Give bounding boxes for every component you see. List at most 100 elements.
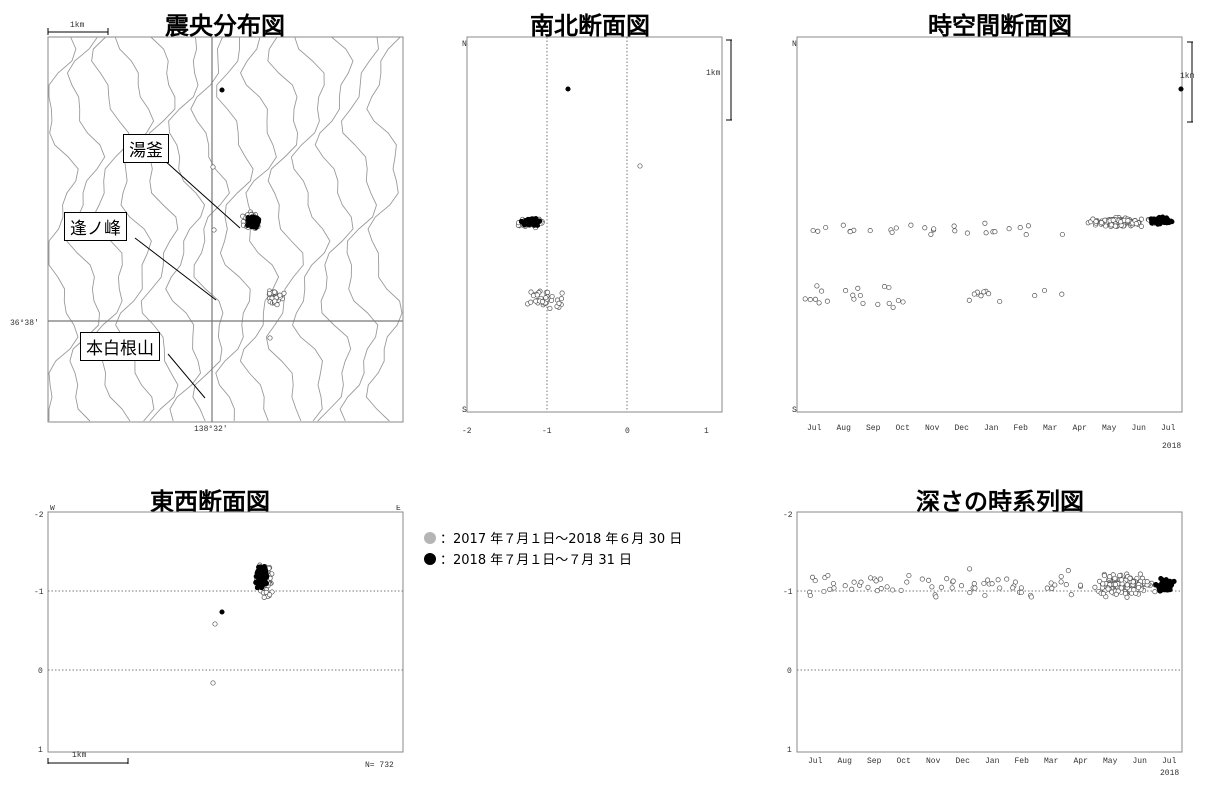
depth-gray — [1058, 573, 1064, 580]
depth-gray — [1118, 577, 1125, 583]
depth-gray — [1124, 582, 1130, 588]
st-gray — [1103, 223, 1109, 229]
depth-gray — [1101, 573, 1107, 579]
ns-gray — [543, 295, 549, 301]
ns-north-label: N — [462, 40, 467, 49]
depth-gray — [1144, 579, 1150, 585]
st-gray — [900, 299, 906, 305]
st-gray — [982, 220, 988, 226]
depth-gray — [865, 584, 871, 590]
depth-gray — [971, 581, 977, 587]
st-year-label: 2018 — [1162, 442, 1181, 451]
ew-tick--2: -2 — [34, 511, 44, 520]
st-month-label: Jul — [1161, 424, 1176, 433]
depth-gray — [1077, 582, 1084, 588]
ns-gray — [549, 293, 555, 300]
st-gray — [815, 228, 821, 234]
depth-gray — [997, 585, 1003, 591]
depth-gray — [849, 586, 855, 592]
depth-gray — [1044, 585, 1050, 591]
depth-month-label: Aug — [838, 757, 853, 766]
st-gray — [1032, 293, 1038, 299]
st-gray — [1112, 223, 1118, 229]
ns-gray — [539, 299, 546, 305]
depth-black — [1159, 577, 1165, 583]
st-gray — [814, 283, 820, 289]
ns-gray — [556, 300, 562, 306]
st-month-label: Sep — [866, 424, 881, 433]
depth-gray — [1105, 586, 1111, 592]
st-gray — [812, 296, 818, 302]
depth-gray — [830, 580, 836, 587]
depth-black — [1164, 587, 1170, 593]
depth-gray — [874, 588, 880, 594]
ns-gray — [545, 289, 551, 295]
st-gray — [1125, 218, 1131, 224]
st-gray — [867, 228, 873, 234]
depth-gray — [807, 592, 813, 599]
st-month-label: Nov — [925, 424, 940, 433]
depth-gray — [1068, 592, 1074, 598]
st-gray — [1059, 231, 1065, 238]
depth-gray — [950, 578, 956, 584]
depth-gray — [1113, 591, 1119, 597]
contour-line — [190, 36, 230, 422]
ns-gray — [528, 289, 534, 295]
ns-scale-label: 1km — [706, 69, 721, 78]
depth-gray — [1130, 579, 1136, 585]
depth-gray — [982, 592, 988, 599]
depth-month-label: Jul — [808, 757, 823, 766]
st-month-label: Jul — [807, 424, 822, 433]
st-gray — [971, 291, 977, 297]
ns-section-title: 南北断面図 — [530, 12, 650, 40]
depth-gray — [1028, 594, 1034, 600]
legend-black-row: ：2018 年７月１日～７月 31 日 — [424, 549, 632, 568]
st-month-label: Aug — [837, 424, 852, 433]
st-gray — [889, 229, 895, 235]
depth-gray — [1065, 568, 1071, 574]
st-gray — [1017, 225, 1023, 231]
contour-line — [365, 36, 403, 422]
depth-tick--1: -1 — [783, 588, 793, 597]
epicenter-black — [249, 220, 255, 226]
st-gray — [881, 284, 888, 290]
depth-gray — [877, 576, 883, 582]
depth-month-label: Oct — [897, 757, 911, 766]
epicenter-gray — [267, 290, 273, 297]
depth-gray — [1137, 571, 1143, 577]
depth-gray — [967, 566, 973, 572]
st-gray — [1110, 217, 1116, 223]
depth-gray — [1018, 589, 1024, 596]
st-gray — [1025, 223, 1031, 229]
ns-black — [534, 222, 540, 228]
st-black — [1165, 217, 1171, 224]
depth-gray — [1127, 575, 1133, 581]
st-month-label: Jun — [1132, 424, 1147, 433]
st-gray — [1023, 232, 1029, 238]
st-gray — [992, 229, 998, 235]
depth-black — [1163, 580, 1169, 587]
st-gray — [1093, 218, 1099, 225]
depth-gray — [831, 585, 837, 591]
st-scale-bar — [1187, 41, 1193, 123]
st-month-label: Mar — [1043, 424, 1058, 433]
depth-gray — [868, 575, 874, 581]
st-gray — [886, 284, 892, 291]
epicenter-black — [245, 217, 251, 223]
motoshirane-callout: 本白根山 — [80, 332, 160, 361]
legend-gray-label: ：2017 年７月１日～2018 年６月 30 日 — [440, 532, 683, 547]
ns-black — [565, 86, 571, 92]
depth-gray — [873, 578, 879, 584]
st-gray — [810, 227, 816, 234]
ns-black — [526, 218, 532, 224]
depth-gray — [1097, 578, 1103, 584]
st-gray — [908, 222, 914, 228]
st-gray — [931, 226, 937, 232]
depth-gray — [985, 577, 991, 583]
motoshirane-arrow — [167, 353, 206, 399]
ns-tick-0: 0 — [625, 427, 630, 436]
ew-scale-bar — [47, 758, 129, 764]
st-gray — [1006, 226, 1012, 232]
depth-gray — [989, 581, 995, 587]
st-gray — [928, 231, 934, 237]
